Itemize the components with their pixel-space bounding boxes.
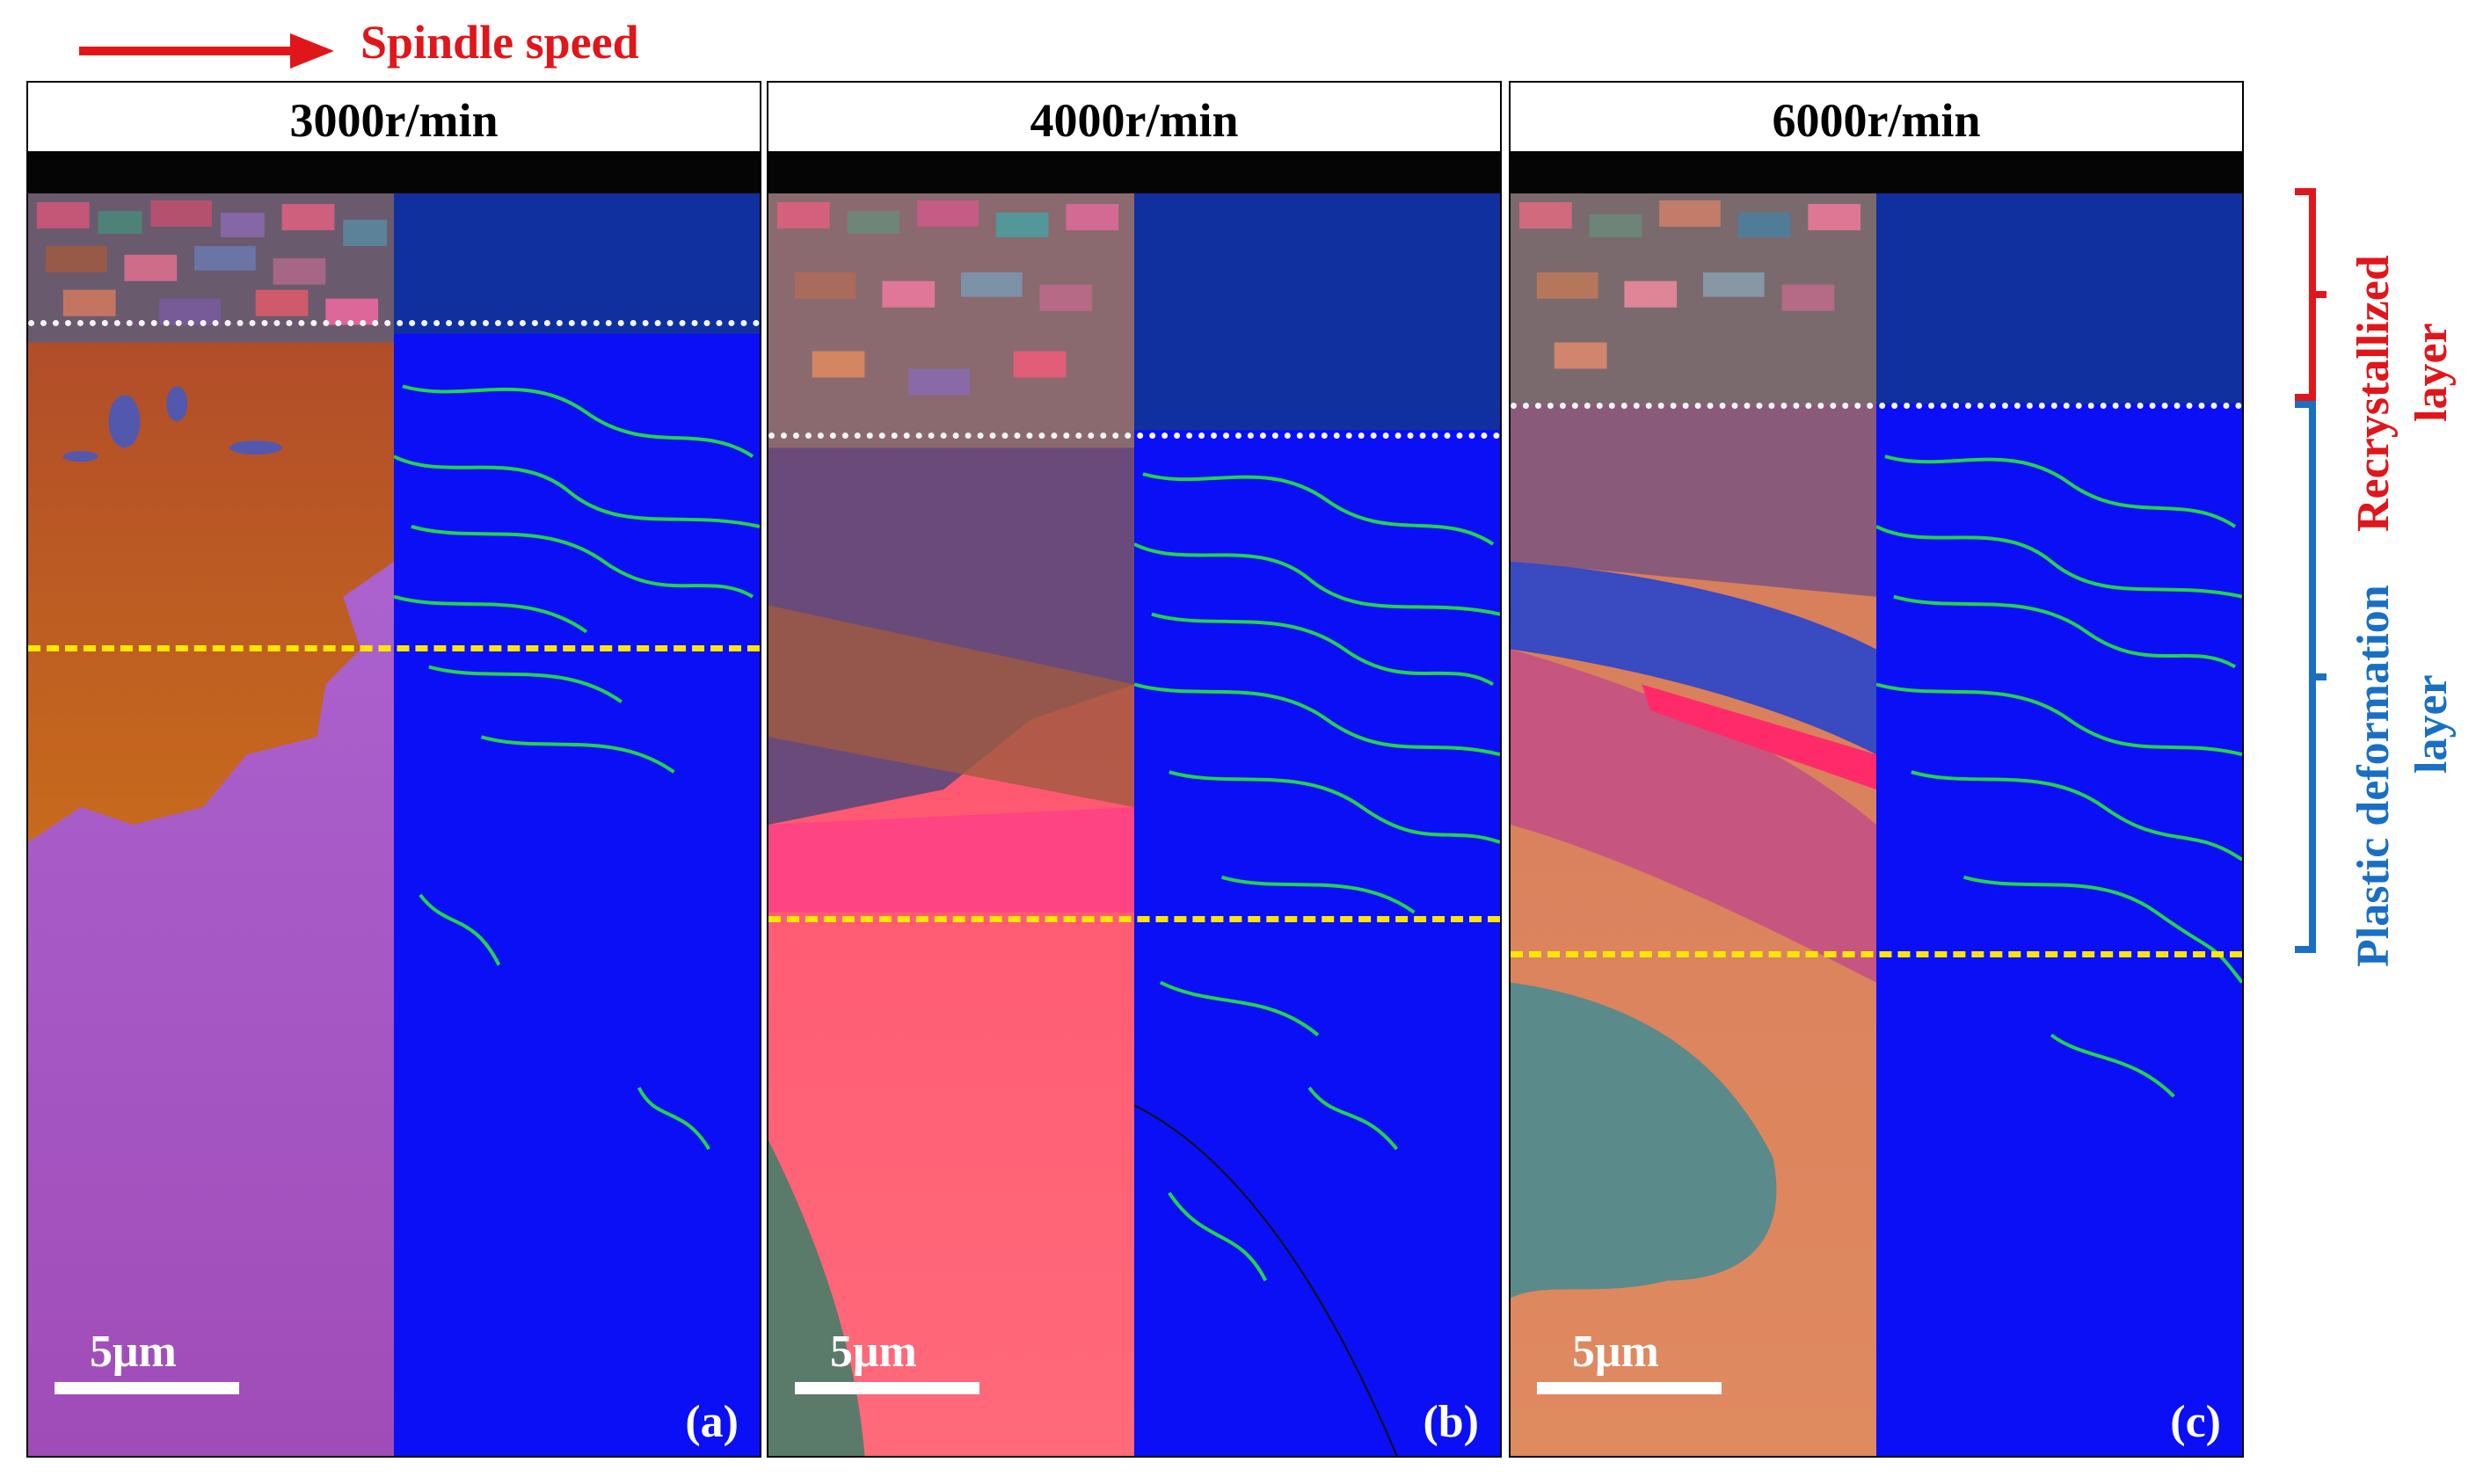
panel-b-kam-map xyxy=(1134,193,1500,1456)
panel-a-deformation-boundary xyxy=(28,645,760,651)
panel-c-kam-map xyxy=(1876,193,2242,1456)
panel-b-title: 4000r/min xyxy=(768,83,1500,153)
panel-a-scale-label: 5μm xyxy=(90,1327,177,1377)
panel-a: 3000r/min xyxy=(26,81,761,1458)
recrystallized-label-line1: Recrystallized xyxy=(2348,255,2399,532)
panel-c-recrystallized-boundary xyxy=(1511,403,2242,409)
panel-c-ipf-map xyxy=(1511,193,1876,1456)
panel-a-scale-bar xyxy=(55,1382,239,1394)
panel-c-top-band xyxy=(1511,153,2242,193)
panel-a-top-band xyxy=(28,153,760,193)
panel-b-top-band xyxy=(768,153,1500,193)
panel-b-scale-label: 5μm xyxy=(830,1327,917,1377)
panel-b-recrystallized-boundary xyxy=(768,433,1500,439)
panel-c-title: 6000r/min xyxy=(1511,83,2242,153)
panel-a-title: 3000r/min xyxy=(28,83,760,153)
panel-b-id: (b) xyxy=(1423,1397,1479,1447)
panel-b-scale-bar xyxy=(795,1382,979,1394)
panel-b-deformation-boundary xyxy=(768,916,1500,922)
panel-a-id: (a) xyxy=(685,1397,739,1447)
panel-c-deformation-boundary xyxy=(1511,951,2242,957)
panel-a-kam-map xyxy=(394,193,760,1456)
plastic-label-line2: layer xyxy=(2407,674,2457,774)
layer-brackets-icon xyxy=(2295,188,2326,953)
panel-c-scale-bar xyxy=(1537,1382,1722,1394)
panel-b: 4000r/min xyxy=(767,81,1502,1458)
panel-b-ipf-map xyxy=(768,193,1134,1456)
recrystallized-label-line2: layer xyxy=(2407,323,2457,422)
panel-a-ipf-map xyxy=(28,193,394,1456)
spindle-speed-arrow-icon xyxy=(79,33,334,69)
plastic-label-line1: Plastic deformation xyxy=(2348,585,2399,967)
panel-c: 6000r/min xyxy=(1509,81,2244,1458)
panel-c-scale-label: 5μm xyxy=(1572,1327,1659,1377)
layer-legend: Recrystallized layer Plastic deformation… xyxy=(2286,176,2483,967)
spindle-speed-label: Spindle speed xyxy=(360,16,639,69)
panel-a-recrystallized-boundary xyxy=(28,320,760,326)
panel-c-id: (c) xyxy=(2170,1397,2221,1447)
